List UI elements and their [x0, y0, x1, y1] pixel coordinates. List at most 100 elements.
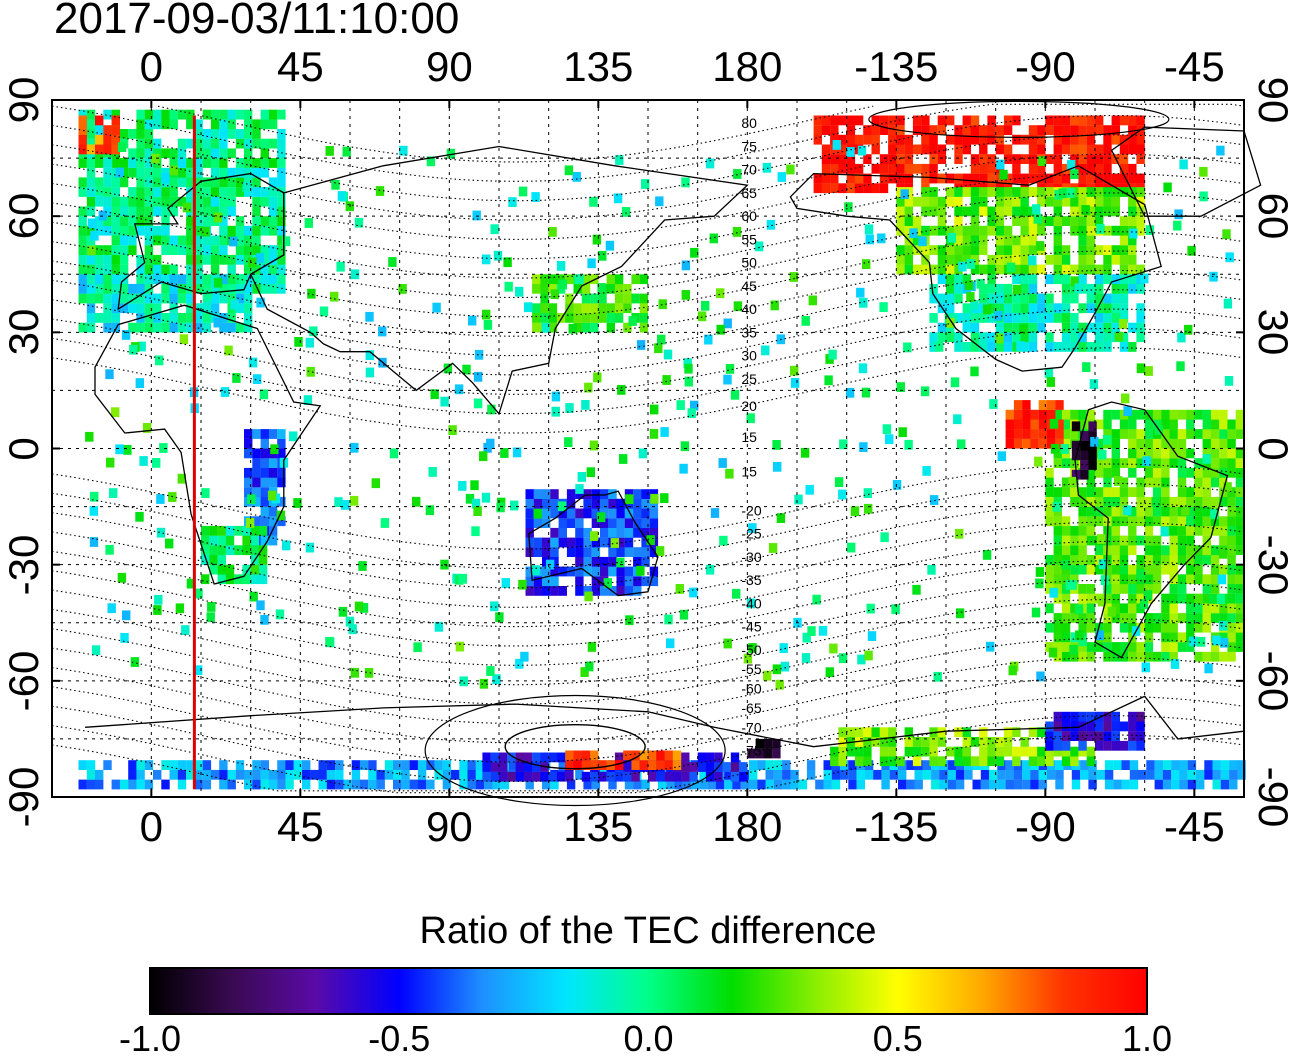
tec-cell [169, 148, 178, 159]
tec-cell [681, 290, 690, 300]
tec-cell [1088, 779, 1097, 790]
tec-cell [1045, 721, 1054, 732]
tec-cell [95, 216, 104, 226]
tec-cell [854, 727, 864, 738]
tec-cell [773, 769, 783, 780]
tec-cell [1169, 593, 1178, 604]
tec-cell [954, 196, 963, 207]
tec-cell [1086, 196, 1096, 207]
tec-cell [1181, 505, 1190, 516]
tec-cell [709, 233, 718, 244]
tec-cell [268, 177, 278, 188]
tec-cell [935, 341, 944, 352]
contour-label: -50 [741, 642, 761, 658]
tec-cell [252, 477, 261, 488]
tec-cell [1177, 409, 1187, 420]
tec-cell [979, 332, 988, 343]
tec-cell [1111, 651, 1120, 662]
tec-cell [348, 624, 357, 635]
tec-cell [838, 737, 847, 747]
tec-cell [624, 779, 634, 790]
tec-cell [1028, 134, 1038, 145]
tec-cell [144, 313, 154, 323]
tec-cell [260, 429, 269, 439]
tec-cell [1071, 779, 1081, 790]
bottom-tick-label: -90 [1014, 803, 1076, 850]
tec-cell [337, 191, 347, 201]
tec-cell [831, 769, 841, 780]
tec-cell [619, 454, 628, 464]
tec-cell [1070, 169, 1079, 179]
tec-cell [515, 762, 524, 772]
tec-cell [790, 769, 799, 780]
tec-cell [1013, 438, 1023, 449]
tec-cell [268, 467, 278, 478]
tec-cell [229, 236, 238, 247]
tec-cell [1012, 206, 1021, 217]
tec-cell [970, 245, 980, 255]
tec-cell [235, 293, 245, 304]
contour-label: 55 [741, 231, 757, 247]
tec-cell [217, 535, 226, 546]
tec-cell [525, 576, 534, 587]
tec-cell [128, 322, 137, 333]
tec-cell [1086, 593, 1096, 604]
tec-cell [566, 518, 576, 528]
tec-cell [871, 115, 880, 126]
tec-cell [459, 760, 468, 770]
tec-cell [987, 274, 996, 285]
tec-cell [1219, 525, 1228, 536]
tec-cell [1169, 574, 1178, 585]
tec-cell [1169, 603, 1178, 614]
tec-cell [1219, 458, 1228, 468]
tec-cell [144, 158, 154, 168]
tec-cell [1061, 622, 1071, 633]
tec-cell [1103, 642, 1112, 652]
tec-cell [616, 566, 625, 577]
tec-cell [1119, 603, 1129, 614]
tec-cell [980, 779, 990, 790]
tec-cell [871, 163, 880, 174]
tec-cell [177, 109, 187, 120]
tec-cell [954, 293, 963, 304]
tec-cell [217, 525, 226, 536]
tec-cell [633, 556, 642, 567]
tec-cell [1078, 642, 1087, 652]
tec-cell [227, 313, 236, 323]
tec-cell [242, 182, 251, 192]
tec-cell [583, 779, 592, 790]
tec-cell [1210, 496, 1220, 507]
tec-cell [979, 245, 988, 255]
tec-cell [995, 196, 1005, 207]
tec-cell [1104, 769, 1114, 780]
tec-cell [268, 264, 278, 275]
tec-cell [169, 283, 178, 294]
tec-cell [1177, 555, 1187, 565]
tec-cell [128, 148, 137, 159]
tec-cell [219, 196, 228, 207]
tec-cell [739, 771, 748, 782]
tec-cell [144, 283, 154, 294]
tec-cell [863, 756, 872, 767]
tec-cell [1210, 448, 1220, 459]
tec-cell [548, 313, 558, 323]
tec-cell [723, 638, 732, 649]
tec-cell [995, 303, 1005, 314]
tec-cell [1177, 642, 1187, 652]
tec-cell [1227, 613, 1236, 623]
tec-cell [763, 748, 773, 759]
tec-cell [937, 245, 947, 255]
tec-cell [1235, 419, 1245, 430]
tec-cell [614, 283, 624, 294]
tec-cell [1080, 440, 1089, 451]
tec-cell [684, 376, 693, 387]
tec-cell [636, 340, 646, 350]
tec-cell [95, 274, 104, 285]
tec-cell [656, 750, 665, 761]
africa-outline [94, 304, 322, 585]
tec-cell [987, 332, 996, 343]
tec-cell [1194, 603, 1203, 614]
tec-cell [979, 727, 988, 738]
tec-cell [763, 670, 772, 681]
tec-cell [921, 134, 930, 145]
